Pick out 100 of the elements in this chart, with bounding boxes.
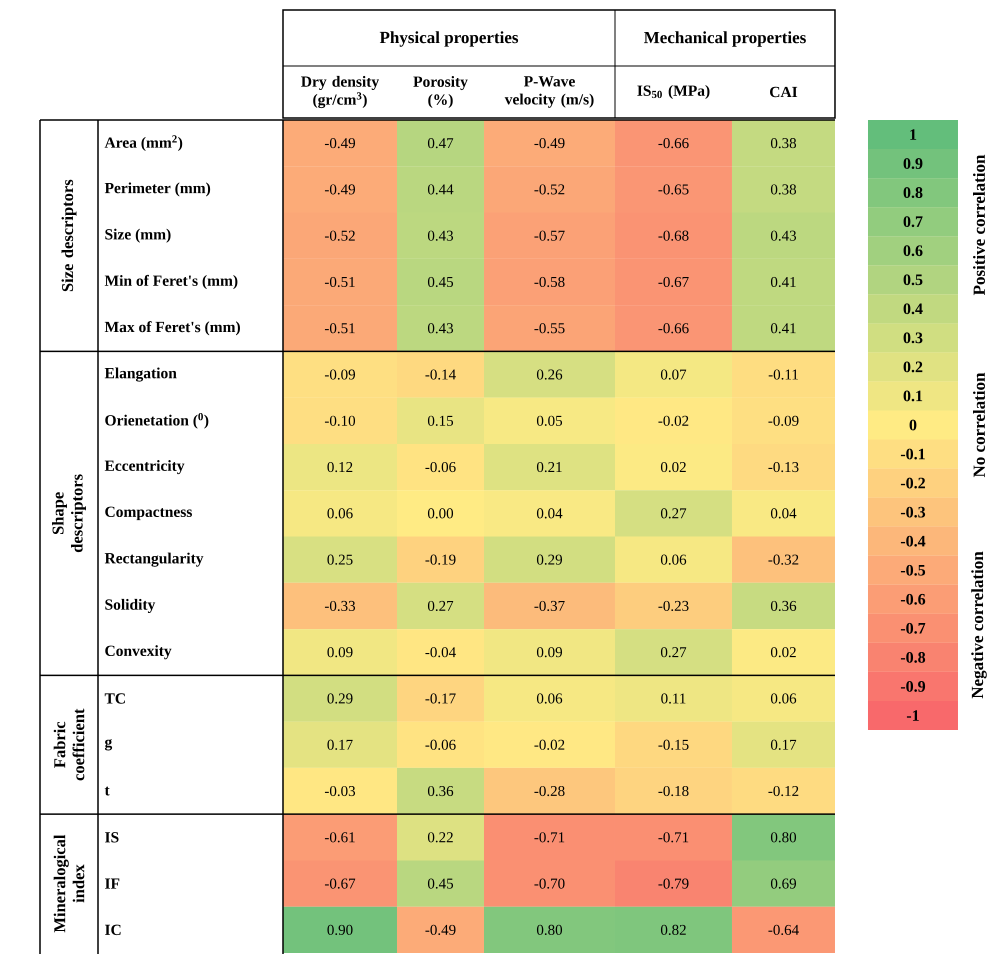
data-label: 0.11 [661, 693, 686, 704]
color-bar-label: -0.2 [900, 478, 925, 489]
data-label: -0.06 [425, 740, 456, 750]
text: Physical properties [380, 31, 518, 47]
x-tick-label: CAI [770, 86, 798, 98]
data-label: -0.06 [425, 462, 456, 472]
x-tick-label: IS$_{50}$ (MPa) [637, 84, 710, 100]
color-bar-label: -0.3 [900, 506, 926, 518]
data-label: 0.90 [327, 924, 353, 935]
y-tick-label: Eccentricity [104, 460, 184, 474]
color-bar-label: 0.7 [904, 216, 923, 228]
data-label: -0.49 [534, 138, 565, 148]
data-label: -0.49 [324, 184, 356, 195]
x-tick-label: P-Wave velocity (m/s) [504, 76, 594, 108]
data-label: 0.06 [770, 693, 796, 704]
data-label: 0.04 [536, 508, 562, 518]
data-label: -0.18 [658, 786, 689, 796]
data-label: 0.02 [660, 462, 686, 472]
data-label: -0.04 [425, 647, 456, 658]
data-label: -0.49 [425, 924, 456, 935]
color-bar-label: 0.4 [904, 303, 923, 314]
data-label: 0.26 [536, 369, 562, 380]
data-label: 0.29 [327, 693, 353, 704]
data-label: 0.17 [770, 740, 796, 750]
data-label: -0.57 [534, 230, 565, 241]
y-tick-label: Min of Feret's (mm) [104, 274, 238, 290]
data-label: -0.61 [324, 832, 355, 842]
data-label: 0.82 [660, 924, 686, 935]
data-label: 0.69 [770, 878, 796, 889]
color-bar-label: 0.8 [904, 187, 922, 198]
y-tick-label: Area (mm$^{2}$) [104, 135, 182, 151]
color-bar-label: -1 [906, 710, 919, 721]
data-label: 0.36 [428, 786, 454, 796]
data-label: 0.29 [536, 554, 562, 565]
data-label: -0.02 [534, 740, 564, 750]
data-label: -0.09 [324, 369, 356, 380]
data-label: 0.27 [660, 647, 686, 658]
data-label: 0.43 [428, 323, 454, 334]
color-bar-label: -0.7 [900, 622, 926, 634]
data-label: 0.09 [327, 647, 353, 658]
data-label: -0.23 [658, 600, 689, 612]
data-label: 0.44 [428, 184, 454, 195]
data-label: 0.09 [536, 647, 562, 658]
data-label: 0.38 [770, 184, 796, 195]
text: No correlation [973, 372, 985, 478]
data-label: 0.27 [660, 508, 686, 518]
color-bar-label: 1 [910, 129, 916, 140]
color-bar-label: 0.6 [904, 245, 923, 256]
data-label: -0.37 [534, 600, 565, 612]
data-label: -0.49 [324, 138, 356, 148]
data-label: 0.17 [327, 740, 353, 750]
data-label: -0.79 [658, 878, 689, 889]
y-tick-label: g [104, 739, 112, 750]
color-bar-label: 0.1 [904, 390, 922, 402]
color-bar-label: 0 [910, 420, 916, 430]
color-bar-label: -0.5 [900, 564, 926, 576]
data-label: 0.43 [770, 230, 796, 241]
data-label: 0.04 [770, 508, 796, 518]
data-label: -0.51 [324, 276, 355, 288]
data-label: 0.80 [770, 832, 796, 842]
data-label: -0.58 [534, 276, 565, 288]
data-label: -0.70 [534, 878, 565, 889]
data-label: -0.14 [425, 369, 456, 380]
text: Mechanical properties [644, 31, 806, 47]
data-label: 0.12 [327, 462, 352, 472]
data-label: -0.71 [534, 832, 564, 842]
data-label: -0.66 [658, 138, 689, 148]
text: Fabric coefficient [54, 708, 84, 780]
color-bar-label: 0.9 [904, 158, 922, 170]
color-bar-label: -0.1 [900, 448, 925, 460]
y-tick-label: TC [104, 693, 125, 704]
y-tick-label: IC [105, 924, 121, 936]
data-label: -0.12 [768, 786, 798, 796]
data-label: -0.64 [768, 924, 799, 935]
data-label: -0.11 [768, 369, 798, 380]
color-bar-label: 0.3 [904, 332, 922, 344]
data-label: -0.09 [768, 416, 798, 426]
text: Mineralogical index [54, 834, 84, 932]
data-label: -0.32 [768, 554, 798, 565]
y-tick-label: Convexity [105, 645, 172, 660]
data-label: -0.02 [658, 416, 688, 426]
text: Size descriptors [62, 180, 76, 292]
data-label: 0.06 [660, 554, 686, 565]
color-bar-label: -0.6 [900, 594, 926, 605]
data-label: 0.21 [536, 462, 562, 472]
data-label: -0.55 [534, 323, 565, 334]
y-tick-label: Size (mm) [105, 228, 171, 243]
y-tick-label: IS [105, 832, 119, 843]
color-bar-label: 0.5 [904, 274, 922, 286]
data-label: 0.80 [536, 924, 562, 935]
data-label: -0.52 [324, 230, 355, 241]
data-label: -0.67 [658, 276, 689, 288]
y-tick-label: Rectangularity [104, 552, 204, 567]
color-bar-label: -0.9 [900, 681, 926, 692]
data-label: 0.45 [428, 878, 454, 889]
data-label: -0.15 [658, 740, 689, 750]
data-label: -0.67 [324, 878, 356, 889]
data-label: -0.28 [534, 786, 565, 796]
data-label: 0.43 [428, 230, 454, 241]
data-label: -0.03 [324, 786, 356, 796]
